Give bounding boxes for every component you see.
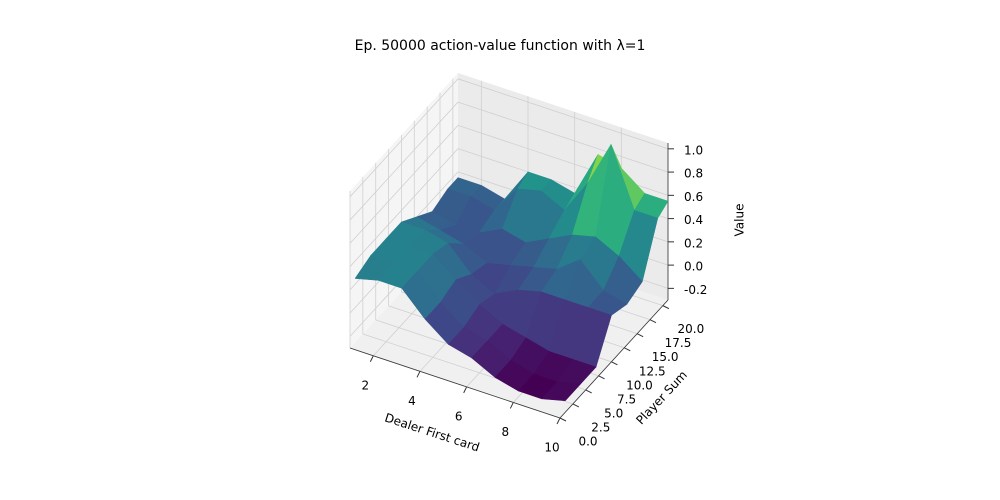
y-tick — [636, 333, 644, 338]
axis-line — [349, 347, 561, 419]
z-tick-label: 0.4 — [684, 213, 703, 227]
y-tick — [559, 417, 567, 422]
y-tick-label: 17.5 — [665, 336, 692, 350]
x-tick-label: 10 — [544, 441, 559, 455]
y-tick-label: 15.0 — [652, 350, 679, 364]
z-tick-label: 0.8 — [684, 167, 703, 181]
x-tick — [369, 355, 374, 363]
axis-line — [559, 299, 669, 419]
z-axis-label: Value — [733, 204, 747, 237]
y-tick-label: 5.0 — [604, 406, 623, 420]
y-tick — [649, 319, 657, 324]
y-tick — [572, 403, 580, 408]
z-tick-label: 0.0 — [684, 260, 703, 274]
z-tick-label: 1.0 — [684, 143, 703, 157]
x-tick — [509, 402, 514, 409]
z-tick-label: 0.2 — [684, 236, 703, 250]
grid-line — [349, 78, 459, 198]
y-tick-label: 10.0 — [626, 378, 653, 392]
grid-line — [349, 101, 459, 221]
grid-line — [457, 78, 669, 150]
grid-line — [349, 125, 459, 244]
surface-face — [541, 381, 581, 402]
grid-line — [457, 101, 669, 173]
x-tick — [416, 371, 421, 378]
y-tick — [585, 389, 592, 394]
chart-title: Ep. 50000 action-value function with λ=1 — [355, 38, 646, 54]
x-axis-label: Dealer First card — [383, 411, 481, 455]
x-tick-label: 2 — [362, 378, 370, 392]
y-tick-label: 0.0 — [578, 435, 597, 449]
z-tick-label: -0.2 — [684, 283, 707, 297]
grid-line — [349, 148, 459, 267]
y-tick-label: 12.5 — [639, 364, 666, 378]
x-tick — [556, 417, 561, 425]
y-tick — [662, 305, 670, 310]
y-tick-label: 20.0 — [677, 322, 704, 336]
x-tick-label: 6 — [455, 409, 463, 423]
y-tick-label: 2.5 — [591, 420, 610, 434]
z-tick-label: 0.6 — [684, 190, 703, 204]
y-tick-label: 7.5 — [617, 392, 636, 406]
x-tick-label: 8 — [502, 425, 510, 439]
y-tick — [611, 361, 618, 366]
x-tick-label: 4 — [408, 394, 416, 408]
y-tick — [624, 347, 631, 352]
x-tick — [463, 386, 468, 394]
y-tick — [598, 375, 605, 380]
